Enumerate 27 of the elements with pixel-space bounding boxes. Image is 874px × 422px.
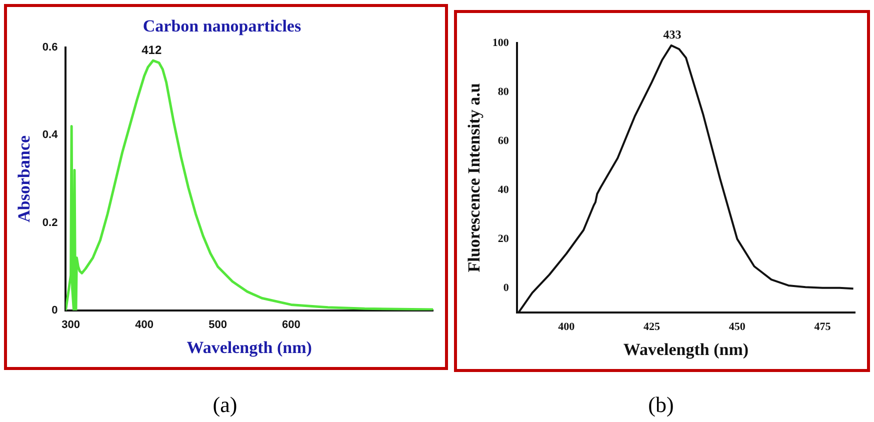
y-tick-label: 20 — [498, 232, 510, 245]
x-axis-title: Wavelength (nm) — [623, 340, 749, 360]
y-tick-label: 40 — [498, 184, 510, 196]
y-tick-label: 0 — [503, 282, 510, 294]
y-tick-label: 0.6 — [42, 41, 58, 54]
x-tick-label: 475 — [814, 320, 832, 333]
x-tick-label: 600 — [282, 319, 300, 332]
y-axis-title: Absorbance — [14, 135, 34, 222]
x-tick-label: 425 — [644, 320, 661, 333]
annotation: 433 — [663, 28, 682, 42]
y-tick-label: 0.4 — [42, 129, 59, 142]
text: (b) — [647, 392, 675, 418]
x-tick-label: 300 — [62, 319, 80, 332]
y-tick-label: 80 — [498, 86, 510, 98]
y-tick-label: 0.2 — [42, 216, 58, 229]
x-tick-label: 450 — [728, 320, 746, 333]
y-tick-label: 60 — [498, 134, 510, 147]
x-tick-label: 400 — [135, 319, 154, 332]
y-axis-title: Fluorescence Intensity a.u — [464, 83, 484, 272]
y-tick-label: 0 — [52, 304, 58, 316]
x-axis-title: Wavelength (nm) — [186, 338, 312, 358]
x-tick-label: 400 — [558, 320, 576, 333]
text: (a) — [212, 392, 238, 418]
chart-title: Carbon nanoparticles — [142, 16, 302, 36]
y-tick-label: 100 — [492, 36, 510, 49]
annotation: 412 — [142, 42, 162, 57]
x-tick-label: 500 — [208, 319, 227, 332]
